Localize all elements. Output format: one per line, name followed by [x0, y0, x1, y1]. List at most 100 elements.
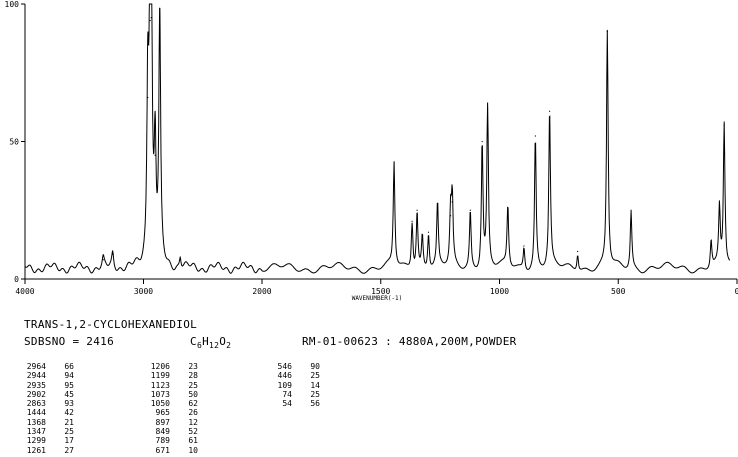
x-tick-label-500: 500 [611, 287, 626, 296]
peak-point-897 [523, 245, 525, 247]
peak-point-1261 [436, 204, 439, 206]
peak-point-1206 [449, 215, 452, 217]
table-row: 965 26 [144, 408, 198, 417]
x-tick-label-4000: 4000 [15, 287, 34, 296]
table-row: 1199 28 [144, 371, 198, 380]
formula-element: H [202, 335, 209, 348]
peak-table-3: 546 90 446 25 109 14 74 25 54 56 [266, 362, 320, 408]
table-row: 1444 42 [20, 408, 74, 417]
formula-element: O [219, 335, 227, 348]
peak-table-2: 1206 23 1199 28 1123 25 1073 50 1050 62 965 26 897 12… [144, 362, 198, 455]
peak-intensity: 14 [310, 380, 320, 390]
peak-wavenumber: 2902 [26, 389, 46, 399]
peak-wavenumber: 1206 [150, 362, 170, 371]
peak-wavenumber: 446 [277, 371, 292, 381]
peak-wavenumber: 1123 [150, 380, 170, 390]
peak-wavenumber: 1347 [26, 427, 46, 437]
peak-intensity: 95 [64, 380, 74, 390]
peak-point-3260 [112, 253, 114, 255]
formula-subscript: 2 [226, 341, 232, 351]
table-row: 2964 66 [20, 362, 74, 371]
peak-point-965 [507, 206, 509, 209]
peak-intensity: 25 [310, 389, 320, 399]
table-row: 109 14 [266, 381, 320, 390]
table-row: 1206 23 [144, 362, 198, 371]
peak-intensity: 25 [64, 427, 74, 437]
table-row: 2863 93 [20, 399, 74, 408]
peak-wavenumber: 74 [282, 389, 292, 399]
peak-wavenumber: 1050 [150, 399, 170, 409]
table-row: 897 12 [144, 418, 198, 427]
peak-point-849 [534, 135, 536, 137]
peak-intensity: 66 [64, 362, 74, 371]
formula-subscript: 6 [196, 341, 203, 351]
peak-intensity: 25 [188, 380, 198, 390]
y-tick-label-100: 100 [5, 0, 20, 9]
peak-intensity: 50 [188, 389, 198, 399]
peak-point-1347 [416, 209, 418, 211]
molecular-formula: C6H12O2 [190, 335, 231, 350]
y-tick-label-0: 0 [14, 275, 19, 284]
peak-intensity: 94 [64, 371, 74, 381]
peak-intensity: 90 [310, 362, 320, 371]
table-row: 849 52 [144, 427, 198, 436]
table-row: 1050 62 [144, 399, 198, 408]
peak-wavenumber: 1444 [26, 408, 46, 418]
peak-wavenumber: 849 [155, 427, 170, 437]
table-row: 446 25 [266, 371, 320, 380]
peak-point-2964 [147, 96, 149, 99]
peak-point-2935 [150, 17, 152, 19]
x-tick-label-0: 0 [735, 287, 738, 296]
spectrum-trace [24, 3, 731, 274]
peak-point-1444 [393, 162, 395, 165]
peak-intensity: 21 [64, 417, 74, 427]
peak-point-446 [630, 209, 632, 211]
peak-wavenumber: 1199 [150, 371, 170, 381]
peak-point-1368 [411, 220, 413, 222]
axis-frame [21, 3, 738, 284]
peak-wavenumber: 2944 [26, 371, 46, 381]
peak-point-1050 [487, 107, 489, 110]
table-row: 671 10 [144, 446, 198, 455]
peak-intensity: 52 [188, 427, 198, 437]
peak-point-1199 [451, 201, 453, 203]
peak-intensity: 17 [64, 436, 74, 446]
x-tick-label-1000: 1000 [490, 287, 509, 296]
peak-wavenumber: 2935 [26, 380, 46, 390]
table-row: 1299 17 [20, 436, 74, 445]
peak-table-1: 2964 66 2944 94 2935 95 2902 45 2863 93 1444 42 1368… [20, 362, 74, 455]
peak-point-1123 [469, 209, 471, 211]
peak-wavenumber: 671 [155, 445, 170, 455]
peak-wavenumber: 54 [282, 399, 292, 409]
peak-point-1299 [427, 231, 430, 233]
peak-point-3340 [102, 259, 104, 261]
peak-wavenumber: 1261 [26, 445, 46, 455]
y-tick-label-50: 50 [9, 138, 19, 147]
x-tick-label-2000: 2000 [252, 287, 271, 296]
formula-subscript: 12 [209, 341, 220, 351]
peak-wavenumber: 546 [277, 362, 292, 371]
table-row: 1368 21 [20, 418, 74, 427]
peak-wavenumber: 965 [155, 408, 170, 418]
table-row: 2935 95 [20, 381, 74, 390]
peak-intensity: 45 [64, 389, 74, 399]
table-row: 2902 45 [20, 390, 74, 399]
peak-point-74 [718, 209, 721, 211]
table-row: 54 56 [266, 399, 320, 408]
peak-intensity: 61 [188, 436, 198, 446]
peak-intensity: 28 [188, 371, 198, 381]
peak-wavenumber: 2964 [26, 362, 46, 371]
peak-point-671 [577, 250, 579, 253]
spectrum-chart: 4000 3000 2000 1500 1000 500 0 0 50 100 WAVENUMBE… [5, 0, 738, 302]
peak-intensity: 23 [188, 362, 198, 371]
sdbs-number: SDBSNO = 2416 [24, 335, 114, 348]
peak-wavenumber: 1368 [26, 417, 46, 427]
peak-intensity: 42 [64, 408, 74, 418]
peak-wavenumber: 109 [277, 380, 292, 390]
table-row: 789 61 [144, 436, 198, 445]
peak-point-1073 [481, 140, 483, 143]
peak-intensity: 56 [310, 399, 320, 409]
peak-intensity: 26 [188, 408, 198, 418]
peak-point-789 [549, 110, 551, 112]
peak-point-1325 [421, 234, 423, 236]
